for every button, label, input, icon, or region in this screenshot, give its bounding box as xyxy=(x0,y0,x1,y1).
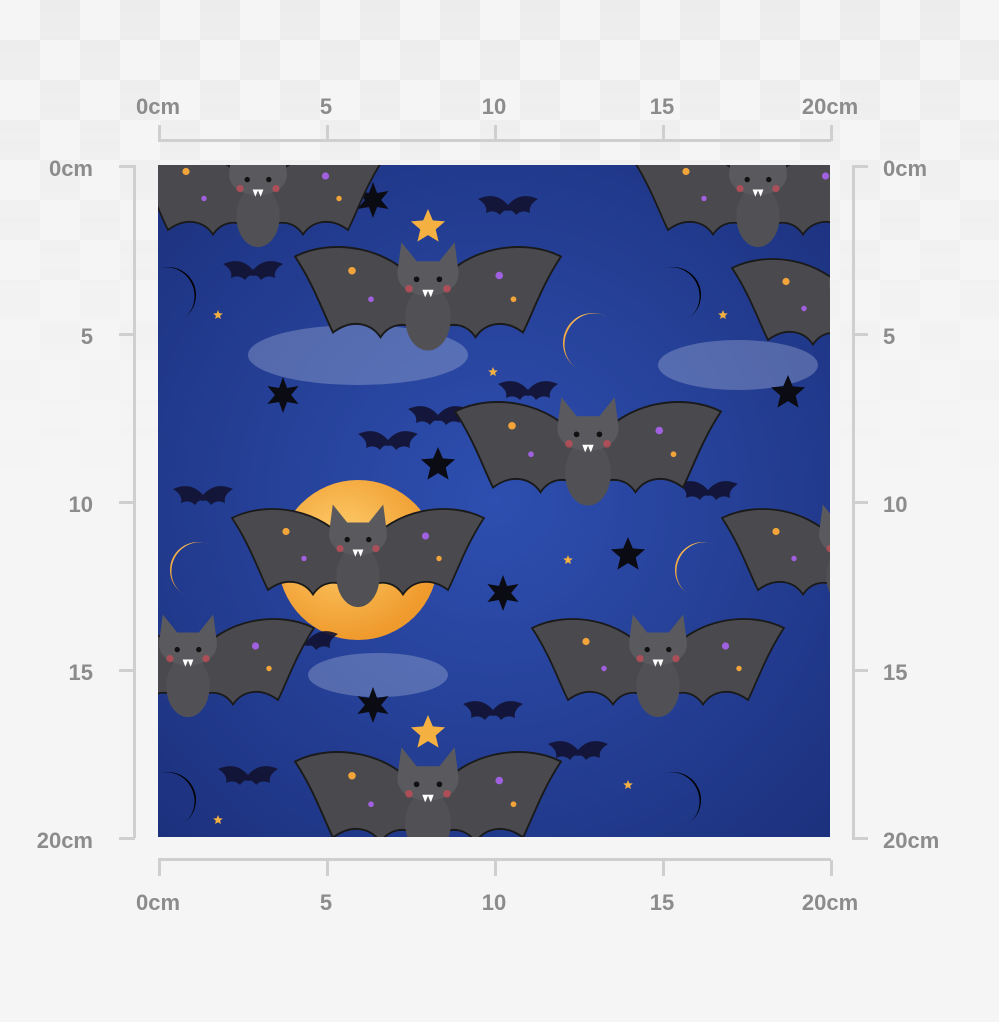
left-ruler-label: 5 xyxy=(80,324,93,349)
small-bat xyxy=(408,406,468,425)
bottom-ruler-tick xyxy=(830,860,833,876)
bottom-ruler-label: 15 xyxy=(649,890,675,915)
cartoon-bat xyxy=(230,504,486,608)
bottom-ruler-tick xyxy=(494,860,497,876)
cloud xyxy=(658,340,818,390)
gold-star xyxy=(410,209,446,242)
small-gold-star xyxy=(213,310,223,319)
cartoon-bat xyxy=(530,614,786,718)
cartoon-bat xyxy=(635,165,830,248)
small-bat xyxy=(548,741,608,760)
dark-star xyxy=(420,447,456,480)
small-gold-star xyxy=(563,555,573,564)
left-ruler-label: 20cm xyxy=(36,828,93,853)
left-ruler-label: 0cm xyxy=(48,156,93,181)
small-bat xyxy=(218,766,278,785)
right-ruler-label: 10 xyxy=(883,492,908,517)
small-bat xyxy=(358,431,418,450)
left-ruler-tick xyxy=(119,837,135,840)
right-ruler-label: 0cm xyxy=(883,156,928,181)
bottom-ruler-line xyxy=(158,858,831,861)
small-bat xyxy=(678,481,738,500)
small-gold-star xyxy=(718,310,728,319)
top-ruler-label: 20cm xyxy=(801,94,859,119)
bottom-ruler-label: 5 xyxy=(319,890,333,915)
dark-star xyxy=(770,375,806,408)
right-ruler-tick xyxy=(852,333,868,336)
bottom-ruler-tick xyxy=(158,860,161,876)
small-bat xyxy=(478,196,538,215)
right-ruler-tick xyxy=(852,837,868,840)
top-ruler-label: 5 xyxy=(319,94,333,119)
gold-star xyxy=(410,715,446,748)
bottom-ruler-tick xyxy=(662,860,665,876)
left-ruler-tick xyxy=(119,333,135,336)
cartoon-bat xyxy=(293,747,563,837)
top-ruler-tick xyxy=(158,125,161,141)
bottom-ruler-tick xyxy=(326,860,329,876)
small-gold-star xyxy=(623,780,633,789)
dark-star xyxy=(357,687,389,723)
cloud xyxy=(308,653,448,697)
top-ruler-tick xyxy=(662,125,665,141)
cartoon-bat xyxy=(730,258,830,347)
left-ruler-label: 15 xyxy=(68,660,93,685)
dark-star xyxy=(487,575,519,611)
top-ruler-label: 0cm xyxy=(135,94,181,119)
cartoon-bat xyxy=(453,397,723,506)
top-ruler-label: 10 xyxy=(481,94,507,119)
dark-star xyxy=(610,537,646,570)
small-bat xyxy=(498,381,558,400)
cartoon-bat xyxy=(293,242,563,351)
fabric-pattern-preview xyxy=(158,165,830,837)
right-ruler-label: 20cm xyxy=(883,828,940,853)
right-ruler-label: 15 xyxy=(883,660,908,685)
small-bat xyxy=(463,701,523,720)
right-ruler-tick xyxy=(852,669,868,672)
small-gold-star xyxy=(488,367,498,376)
dark-star xyxy=(267,377,299,413)
top-ruler-tick xyxy=(830,125,833,141)
cartoon-bat xyxy=(158,614,316,718)
small-bat xyxy=(223,261,283,280)
left-ruler-label: 10 xyxy=(68,492,93,517)
right-ruler-tick xyxy=(852,165,868,168)
left-ruler-tick xyxy=(119,501,135,504)
small-gold-star xyxy=(213,815,223,824)
top-ruler-label: 15 xyxy=(649,94,675,119)
top-ruler-tick xyxy=(494,125,497,141)
cartoon-bat xyxy=(158,165,381,248)
bottom-ruler-label: 10 xyxy=(481,890,507,915)
dark-star xyxy=(357,182,389,218)
right-ruler-label: 5 xyxy=(883,324,896,349)
bottom-ruler-label: 0cm xyxy=(135,890,181,915)
left-ruler-tick xyxy=(119,669,135,672)
bottom-ruler-label: 20cm xyxy=(801,890,859,915)
right-ruler-tick xyxy=(852,501,868,504)
top-ruler-tick xyxy=(326,125,329,141)
small-bat xyxy=(173,486,233,505)
left-ruler-tick xyxy=(119,165,135,168)
cartoon-bat xyxy=(720,504,830,597)
